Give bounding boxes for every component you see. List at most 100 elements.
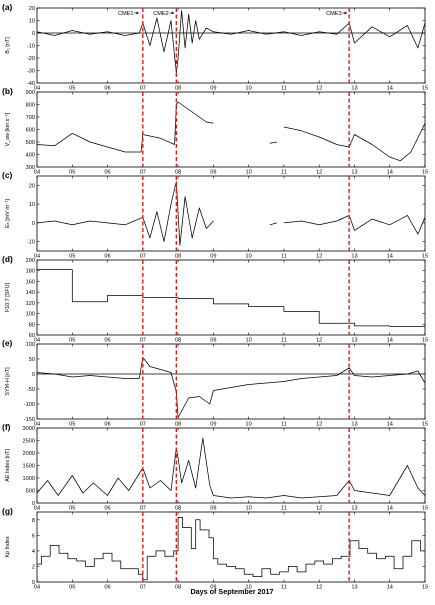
x-tick-label: 12 [316, 422, 322, 428]
x-tick-label: 10 [246, 86, 252, 92]
y-axis-label: AE Index [nT] [5, 449, 11, 482]
x-tick-label: 09 [210, 338, 216, 344]
x-tick-label: 13 [351, 86, 357, 92]
series-line [36, 181, 426, 246]
panel-4: 04 05 06 07 08 09 10 11 12 13 14 15 60 80 100 120 140 160… [2, 254, 428, 344]
x-tick-label: 04 [34, 422, 40, 428]
x-tick-label: 09 [210, 170, 216, 176]
y-tick-label: 100 [26, 342, 35, 348]
y-tick-label: 0 [32, 221, 35, 227]
y-tick-label: 160 [26, 279, 35, 285]
y-tick-label: 20 [29, 183, 35, 189]
x-tick-label: 15 [422, 506, 428, 512]
y-tick-label: 60 [29, 333, 35, 339]
panel-1: 04 05 06 07 08 09 10 11 12 13 14 15 -40 -30 -20 -10 0 10 2… [2, 2, 428, 92]
y-tick-label: -10 [27, 44, 35, 50]
x-tick-label: 08 [175, 422, 181, 428]
x-tick-label: 13 [351, 254, 357, 260]
x-tick-label: 06 [104, 422, 110, 428]
plot-frame [36, 175, 426, 252]
x-tick-label: 14 [387, 422, 393, 428]
y-tick-label: 200 [26, 258, 35, 264]
y-tick-label: 8 [32, 518, 35, 524]
plot-frame [36, 427, 426, 504]
y-tick-label: 600 [26, 128, 35, 134]
y-tick-label: 2500 [23, 439, 35, 445]
x-axis-title: Days of September 2017 [190, 587, 273, 596]
x-tick-label: 11 [281, 506, 287, 512]
panel-label: (f) [2, 422, 11, 432]
series-line [37, 517, 425, 581]
y-axis-label: Eₕ [mV m⁻¹] [5, 199, 11, 228]
x-tick-label: 12 [316, 254, 322, 260]
panel-label: (a) [2, 2, 13, 12]
y-tick-label: -50 [27, 387, 35, 393]
y-tick-label: 0 [32, 372, 35, 378]
panel-label: (b) [2, 86, 13, 96]
y-axis-label: Kp Index [5, 536, 11, 558]
x-tick-label: 06 [104, 585, 110, 591]
y-tick-label: 0 [32, 580, 35, 586]
x-tick-label: 06 [104, 170, 110, 176]
x-tick-label: 11 [281, 422, 287, 428]
y-tick-label: 2000 [23, 451, 35, 457]
x-tick-label: 08 [175, 86, 181, 92]
x-tick-label: 04 [34, 254, 40, 260]
y-tick-label: 1000 [23, 476, 35, 482]
panel-7: 04 05 06 07 08 09 10 11 12 13 14 15 0 2 4 6 8 (g) Kp Index [2, 506, 428, 591]
x-tick-label: 09 [210, 422, 216, 428]
x-tick-label: 05 [69, 170, 75, 176]
x-tick-label: 15 [422, 254, 428, 260]
cme-label: CME3 [326, 11, 342, 17]
x-tick-label: 10 [246, 338, 252, 344]
x-tick-label: 07 [140, 86, 146, 92]
x-tick-label: 14 [387, 86, 393, 92]
x-tick-label: 04 [34, 585, 40, 591]
x-tick-label: 11 [281, 338, 287, 344]
x-tick-label: 13 [351, 422, 357, 428]
x-tick-label: 11 [281, 585, 287, 591]
x-tick-label: 04 [34, 170, 40, 176]
x-tick-label: 10 [246, 585, 252, 591]
x-tick-label: 07 [140, 170, 146, 176]
x-tick-label: 06 [104, 338, 110, 344]
y-tick-label: 80 [29, 322, 35, 328]
cme-arrowhead [171, 11, 175, 15]
y-tick-label: 300 [26, 165, 35, 171]
panel-3: 04 05 06 07 08 09 10 11 12 13 14 15 -10 0 10 20 (c) Eₕ [m… [2, 170, 428, 260]
y-tick-label: -10 [27, 240, 35, 246]
y-axis-label: F10.7 [SFU] [5, 282, 11, 312]
y-tick-label: 800 [26, 103, 35, 109]
x-tick-label: 10 [246, 254, 252, 260]
y-axis-label: B₂ [nT] [5, 37, 11, 54]
cme-label: CME1 [118, 11, 134, 17]
y-tick-label: -100 [24, 402, 35, 408]
y-tick-label: 6 [32, 533, 35, 539]
cme-arrowhead [344, 11, 348, 15]
y-tick-label: 500 [26, 140, 35, 146]
y-tick-label: 1500 [23, 464, 35, 470]
x-tick-label: 09 [210, 86, 216, 92]
x-tick-label: 13 [351, 338, 357, 344]
cme-arrowhead [136, 11, 140, 15]
x-tick-label: 08 [175, 585, 181, 591]
x-tick-label: 12 [316, 585, 322, 591]
x-tick-label: 07 [140, 338, 146, 344]
y-tick-label: 20 [29, 6, 35, 12]
x-tick-label: 14 [387, 254, 393, 260]
y-tick-label: -40 [27, 81, 35, 87]
x-tick-label: 12 [316, 506, 322, 512]
y-tick-label: 100 [26, 312, 35, 318]
y-tick-label: 120 [26, 301, 35, 307]
series-line [36, 357, 426, 418]
panel-2: 04 05 06 07 08 09 10 11 12 13 14 15 300 400 500 600 700 8… [2, 86, 428, 176]
x-tick-label: 09 [210, 506, 216, 512]
x-tick-label: 05 [69, 254, 75, 260]
x-tick-label: 12 [316, 170, 322, 176]
y-tick-label: 50 [29, 357, 35, 363]
panel-6: 04 05 06 07 08 09 10 11 12 13 14 15 0 500 1000 1500 2000… [2, 422, 428, 512]
x-tick-label: 12 [316, 338, 322, 344]
plot-frame [36, 259, 426, 336]
